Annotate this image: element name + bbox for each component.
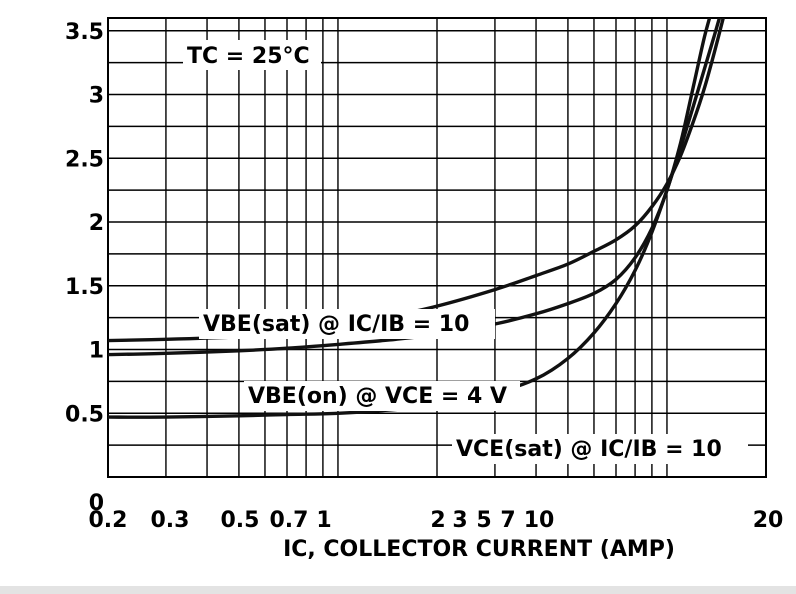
y-tick-label: 0 — [89, 491, 104, 516]
y-tick-label: 0.5 — [65, 402, 104, 427]
bottom-strip — [0, 586, 796, 594]
x-tick-label: 1 — [316, 508, 331, 533]
x-tick-label: 10 — [524, 508, 555, 533]
x-tick-label: 0.3 — [151, 508, 190, 533]
y-tick-label: 3 — [89, 84, 104, 109]
y-tick-label: 1 — [89, 339, 104, 364]
y-tick-label: 2.5 — [65, 147, 104, 172]
y-tick-label: 2 — [89, 211, 104, 236]
x-tick-label: 7 — [500, 508, 515, 533]
x-tick-label: 3 — [452, 508, 467, 533]
x-tick-label: 20 — [753, 508, 784, 533]
series-label-vbe-sat: VBE(sat) @ IC/IB = 10 — [203, 312, 469, 337]
series-label-vbe-on: VBE(on) @ VCE = 4 V — [248, 384, 507, 409]
plot-frame — [107, 17, 767, 478]
series-label-vbe-on-background — [244, 381, 520, 411]
x-tick-label: 0.5 — [221, 508, 260, 533]
x-tick-label: 0.7 — [270, 508, 309, 533]
annotation-temperature: TC = 25°C — [187, 44, 310, 69]
series-label-vbe-sat-background — [199, 309, 495, 339]
annotation-background — [183, 40, 321, 70]
x-tick-label: 2 — [430, 508, 445, 533]
y-tick-label: 3.5 — [65, 20, 104, 45]
x-axis-label: IC, COLLECTOR CURRENT (AMP) — [283, 537, 675, 562]
y-tick-label: 1.5 — [65, 275, 104, 300]
series-label-vce-sat-background — [452, 434, 748, 464]
series-label-vce-sat: VCE(sat) @ IC/IB = 10 — [456, 437, 722, 462]
chart-labels: IC, COLLECTOR CURRENT (AMP) TC = 25°C VBE(… — [183, 40, 748, 562]
series-vce-sat-line — [108, 18, 722, 419]
x-tick-label: 0.2 — [89, 508, 128, 533]
x-tick-label: 5 — [476, 508, 491, 533]
